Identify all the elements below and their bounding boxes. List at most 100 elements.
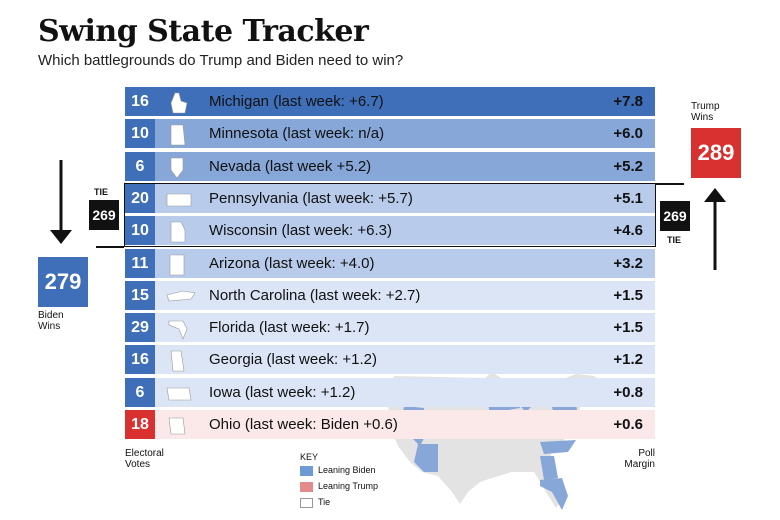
key-swatch-biden — [300, 465, 313, 476]
chart-subtitle: Which battlegrounds do Trump and Biden n… — [38, 52, 404, 69]
poll-margin-cell: +1.2 — [613, 351, 643, 368]
poll-margin-cell: +5.2 — [613, 158, 643, 175]
table-row: 20 Pennsylvania (last week: +5.7) +5.1 — [125, 184, 655, 213]
table-row: 16 Georgia (last week: +1.2) +1.2 — [125, 345, 655, 374]
key-label-tie: Tie — [318, 497, 331, 507]
state-name-cell: Michigan (last week: +6.7) — [209, 93, 384, 110]
state-shape-icon — [166, 193, 192, 207]
key-label-trump: Leaning Trump — [318, 481, 379, 491]
state-shape — [170, 157, 184, 179]
electoral-votes-cell: 20 — [125, 184, 155, 213]
map-state-north-carolina — [540, 440, 576, 454]
state-name-cell: Arizona (last week: +4.0) — [209, 255, 375, 272]
poll-margin-cell: +6.0 — [613, 125, 643, 142]
tie-label-right: TIE — [667, 235, 682, 245]
state-shape-icon — [170, 124, 186, 146]
table-row: 10 Wisconsin (last week: +6.3) +4.6 — [125, 216, 655, 245]
poll-margin-cell: +0.6 — [613, 416, 643, 433]
tie-box-left: 269 — [89, 200, 119, 230]
key-item-tie: Tie — [300, 497, 330, 508]
state-name-cell: Minnesota (last week: n/a) — [209, 125, 385, 142]
map-state-florida — [540, 478, 568, 510]
poll-margin-cell: +4.6 — [613, 222, 643, 239]
state-shape — [169, 254, 185, 276]
state-name-cell: Nevada (last week +5.2) — [209, 158, 372, 175]
state-shape-icon — [166, 290, 196, 302]
map-state-arizona — [414, 444, 438, 472]
down-arrow-icon — [50, 160, 72, 244]
poll-margin-cell: +1.5 — [613, 319, 643, 336]
poll-margin-cell: +0.8 — [613, 384, 643, 401]
up-arrow-icon — [704, 188, 726, 270]
state-shape-icon — [170, 350, 185, 372]
state-shape — [170, 350, 185, 372]
state-shape-icon — [170, 221, 186, 243]
electoral-votes-cell: 16 — [125, 87, 155, 116]
chart-title: Swing State Tracker — [38, 14, 369, 49]
state-name-cell: Florida (last week: +1.7) — [209, 319, 370, 336]
state-shape — [166, 387, 192, 401]
table-row: 6 Nevada (last week +5.2) +5.2 — [125, 152, 655, 181]
tie-bracket-frame — [124, 183, 656, 247]
ev-label-line1: Electoral — [125, 448, 164, 459]
key-swatch-tie — [300, 497, 313, 508]
trump-bracket-line — [656, 183, 684, 185]
electoral-votes-cell: 6 — [125, 152, 155, 181]
electoral-votes-cell: 6 — [125, 378, 155, 407]
table-row: 6 Iowa (last week: +1.2) +0.8 — [125, 378, 655, 407]
state-shape-icon — [170, 157, 184, 179]
poll-label-line2: Margin — [624, 459, 655, 470]
table-row: 29 Florida (last week: +1.7) +1.5 — [125, 313, 655, 342]
electoral-votes-cell: 16 — [125, 345, 155, 374]
poll-margin-cell: +7.8 — [613, 93, 643, 110]
state-shape — [166, 290, 196, 302]
state-shape-icon — [168, 320, 188, 340]
map-state-georgia — [540, 456, 558, 480]
trump-total-box: 289 — [691, 128, 741, 178]
electoral-votes-cell: 11 — [125, 249, 155, 278]
table-row: 10 Minnesota (last week: n/a) +6.0 — [125, 119, 655, 148]
ev-label-line2: Votes — [125, 459, 151, 470]
trump-wins-line1: Trump — [691, 101, 720, 112]
state-shape — [166, 193, 192, 207]
trump-wins-line2: Wins — [691, 112, 714, 123]
state-name-cell: Iowa (last week: +1.2) — [209, 384, 356, 401]
state-shape-icon — [169, 254, 185, 276]
biden-wins-line2: Wins — [38, 321, 61, 332]
tie-label-left: TIE — [94, 187, 109, 197]
electoral-votes-cell: 18 — [125, 410, 155, 439]
poll-margin-cell: +3.2 — [613, 255, 643, 272]
poll-margin-cell: +1.5 — [613, 287, 643, 304]
poll-margin-cell: +5.1 — [613, 190, 643, 207]
state-name-cell: Wisconsin (last week: +6.3) — [209, 222, 392, 239]
state-shape-icon — [170, 92, 188, 114]
poll-label-line1: Poll — [638, 448, 655, 459]
state-shape-icon — [168, 417, 186, 435]
state-shape — [168, 417, 186, 435]
key-swatch-trump — [300, 481, 313, 492]
state-shape — [170, 92, 188, 114]
state-shape — [170, 124, 186, 146]
state-shape — [168, 320, 188, 340]
key-item-biden: Leaning Biden — [300, 465, 376, 476]
biden-wins-line1: Biden — [38, 310, 64, 321]
biden-total-box: 279 — [38, 257, 88, 307]
table-row: 11 Arizona (last week: +4.0) +3.2 — [125, 249, 655, 278]
state-shape — [170, 221, 186, 243]
table-row: 18 Ohio (last week: Biden +0.6) +0.6 — [125, 410, 655, 439]
state-shape-icon — [166, 387, 192, 401]
state-name-cell: Pennsylvania (last week: +5.7) — [209, 190, 413, 207]
state-name-cell: North Carolina (last week: +2.7) — [209, 287, 421, 304]
biden-bracket-line — [96, 246, 124, 248]
key-item-trump: Leaning Trump — [300, 481, 378, 492]
electoral-votes-cell: 29 — [125, 313, 155, 342]
key-title: KEY — [300, 452, 319, 462]
state-name-cell: Georgia (last week: +1.2) — [209, 351, 377, 368]
electoral-votes-cell: 10 — [125, 216, 155, 245]
table-row: 16 Michigan (last week: +6.7) +7.8 — [125, 87, 655, 116]
electoral-votes-cell: 10 — [125, 119, 155, 148]
tie-box-right: 269 — [660, 201, 690, 231]
electoral-votes-cell: 15 — [125, 281, 155, 310]
key-label-biden: Leaning Biden — [318, 465, 376, 475]
state-name-cell: Ohio (last week: Biden +0.6) — [209, 416, 398, 433]
